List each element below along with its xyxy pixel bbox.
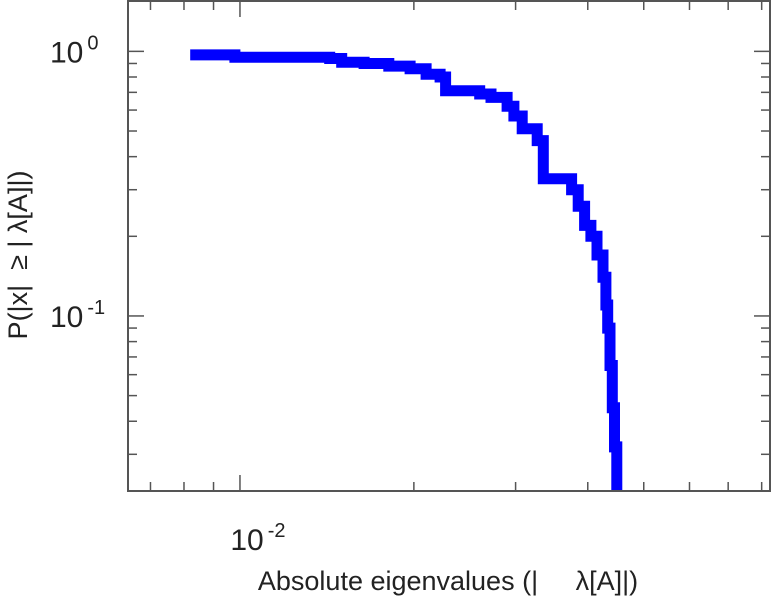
y-tick-label: 10 0 <box>50 32 99 69</box>
series-layer <box>190 49 623 491</box>
x-axis-title: Absolute eigenvalues (| λ[A]|) <box>258 566 638 596</box>
axis-ticks <box>128 1 770 491</box>
y-axis-title: P(|x| ≥ | λ[A]|) <box>3 171 33 340</box>
x-tick-label: 10 -2 <box>230 520 285 557</box>
ccdf-series-line <box>190 49 623 491</box>
tick-labels: 10 -2 10 0 10 -1 <box>50 32 286 557</box>
plot-frame <box>127 0 771 492</box>
y-tick-label: 10 -1 <box>50 297 105 334</box>
